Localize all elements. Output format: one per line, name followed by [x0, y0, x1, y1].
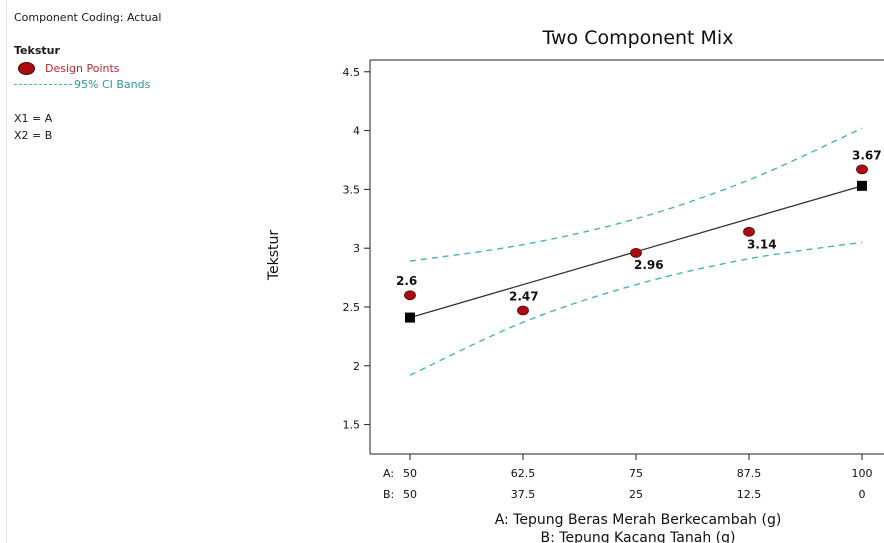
x-tick-label-a: 62.5 [511, 467, 536, 480]
x2-mapping: X2 = B [14, 129, 53, 142]
legend-ci-bands-label: 95% CI Bands [74, 78, 151, 91]
design-point [856, 164, 868, 175]
legend-design-points-label: Design Points [45, 62, 120, 75]
design-point-label: 2.6 [396, 274, 417, 288]
ci-upper-band [409, 127, 863, 262]
design-point [517, 305, 529, 316]
design-point-label: 2.96 [634, 258, 664, 272]
design-point-label: 3.14 [747, 238, 777, 252]
legend-ci-bands: 95% CI Bands [14, 78, 150, 91]
axes: 1.5 2 2.5 3 3.5 4 4.5 50 50 62.5 37.5 75 25 87.5 12.5 1… [343, 59, 884, 501]
x-tick-label-b: 12.5 [737, 488, 762, 501]
y-tick-label: 2 [353, 360, 360, 373]
design-point [630, 247, 642, 258]
x-axis-label-b: B: Tepung Kacang Tanah (g) [541, 530, 736, 543]
y-tick-label: 4 [353, 125, 360, 138]
y-tick-label: 2.5 [343, 301, 361, 314]
response-name: Tekstur [14, 44, 60, 57]
x-tick-label-a: 87.5 [737, 467, 762, 480]
x-tick-label-a: 75 [629, 467, 643, 480]
fit-endpoint-marker [405, 312, 415, 323]
design-point [404, 290, 416, 301]
x-tick-label-b: 50 [403, 488, 417, 501]
x-tick-label-a: 50 [403, 467, 417, 480]
ci-lower-band [409, 241, 863, 376]
ci-bands [409, 127, 863, 376]
design-point [743, 226, 755, 237]
x-tick-label-b: 25 [629, 488, 643, 501]
design-point-label: 3.67 [852, 148, 882, 162]
left-panel-border [6, 0, 7, 543]
legend-panel: Component Coding: Actual Tekstur Design … [0, 0, 300, 543]
x1-mapping: X1 = A [14, 112, 53, 125]
design-point-marker-icon [18, 62, 35, 75]
y-tick-label: 3 [353, 242, 360, 255]
y-axis-label: Tekstur [266, 230, 282, 282]
design-points: 2.6 2.47 2.96 3.14 3.67 [396, 148, 882, 316]
x-tick-label-b: 0 [859, 488, 866, 501]
y-tick-label: 3.5 [343, 183, 361, 196]
x-tick-label-b: 37.5 [511, 488, 536, 501]
chart-title: Two Component Mix [542, 27, 734, 49]
component-coding-label: Component Coding: Actual [14, 11, 162, 24]
dashed-line-icon [14, 84, 72, 85]
x-axis-prefix-a: A: [383, 467, 394, 480]
legend-design-points: Design Points [18, 62, 120, 75]
y-tick-label: 1.5 [343, 419, 361, 432]
x-tick-label-a: 100 [852, 467, 873, 480]
fit-endpoint-marker [857, 180, 867, 191]
design-point-label: 2.47 [509, 290, 539, 304]
x-axis-prefix-b: B: [383, 488, 394, 501]
x-axis-label-a: A: Tepung Beras Merah Berkecambah (g) [495, 512, 782, 528]
y-tick-label: 4.5 [343, 66, 361, 79]
